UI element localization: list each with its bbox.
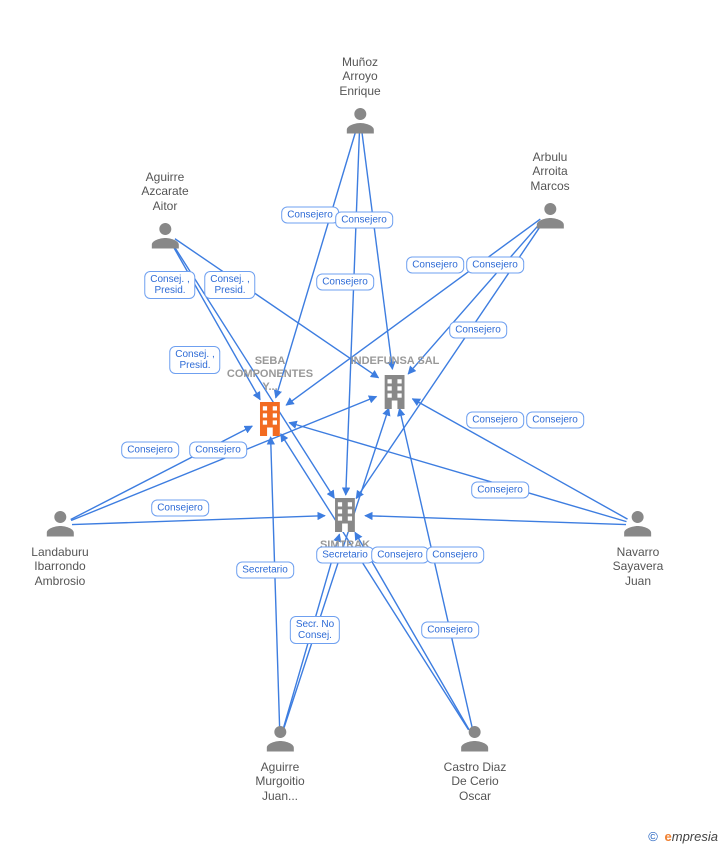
node-seba[interactable]: SEBACOMPONENTESY... xyxy=(227,355,313,439)
edge-label: Consejero xyxy=(471,482,529,499)
node-aguirreM[interactable]: AguirreMurgoitioJuan... xyxy=(255,720,304,803)
edge-label: Consejero xyxy=(316,274,374,291)
edge-label: Secretario xyxy=(236,562,294,579)
building-icon xyxy=(378,372,412,412)
node-indefunsa[interactable]: INDEFUNSA SAL xyxy=(351,355,440,412)
person-icon xyxy=(457,720,493,756)
node-navarro[interactable]: NavarroSayaveraJuan xyxy=(613,505,664,588)
node-label: MuñozArroyoEnrique xyxy=(339,55,380,98)
node-simtrak[interactable]: SIMTRAK xyxy=(320,495,370,552)
person-icon xyxy=(620,505,656,541)
edge-label: Consej. ,Presid. xyxy=(144,271,195,299)
edge-label: Consejero xyxy=(189,442,247,459)
node-castro[interactable]: Castro DiazDe CerioOscar xyxy=(444,720,507,803)
edge-label: Secr. NoConsej. xyxy=(290,616,340,644)
edge-label: Consejero xyxy=(281,207,339,224)
node-label: AguirreMurgoitioJuan... xyxy=(255,760,304,803)
edge xyxy=(271,437,280,728)
edge-label: Consejero xyxy=(466,412,524,429)
footer-credit: © empresia xyxy=(648,829,718,844)
edge xyxy=(399,408,472,728)
edge-label: Secretario xyxy=(316,547,374,564)
edge-label: Consejero xyxy=(151,500,209,517)
person-icon xyxy=(147,217,183,253)
node-label: AguirreAzcarateAitor xyxy=(141,170,188,213)
edge xyxy=(72,516,325,525)
node-label: ArbuluArroitaMarcos xyxy=(530,150,569,193)
edge xyxy=(284,408,389,729)
edge-label: Consejero xyxy=(371,547,429,564)
edge xyxy=(346,129,360,495)
edge-label: Consejero xyxy=(449,322,507,339)
node-label: INDEFUNSA SAL xyxy=(351,355,440,368)
person-icon xyxy=(42,505,78,541)
edge-label: Consej. ,Presid. xyxy=(204,271,255,299)
node-landaburu[interactable]: LandaburuIbarrondoAmbrosio xyxy=(31,505,88,588)
person-icon xyxy=(262,720,298,756)
node-label: Castro DiazDe CerioOscar xyxy=(444,760,507,803)
edge-label: Consejero xyxy=(426,547,484,564)
person-icon xyxy=(532,197,568,233)
copyright-symbol: © xyxy=(648,829,658,844)
node-label: NavarroSayaveraJuan xyxy=(613,545,664,588)
edge-label: Consejero xyxy=(121,442,179,459)
edge-label: Consejero xyxy=(421,622,479,639)
edge xyxy=(281,434,469,730)
edge xyxy=(408,221,542,374)
brand-name: empresia xyxy=(665,829,718,844)
building-icon xyxy=(328,495,362,535)
edge-label: Consejero xyxy=(466,257,524,274)
node-aguirreA[interactable]: AguirreAzcarateAitor xyxy=(141,170,188,253)
edge-label: Consejero xyxy=(526,412,584,429)
node-arbulu[interactable]: ArbuluArroitaMarcos xyxy=(530,150,569,233)
edge-label: Consejero xyxy=(335,212,393,229)
edge-label: Consejero xyxy=(406,257,464,274)
node-munoz[interactable]: MuñozArroyoEnrique xyxy=(339,55,380,138)
node-label: LandaburuIbarrondoAmbrosio xyxy=(31,545,88,588)
person-icon xyxy=(342,102,378,138)
edge-label: Consej. ,Presid. xyxy=(169,346,220,374)
building-icon xyxy=(253,399,287,439)
node-label: SEBACOMPONENTESY... xyxy=(227,355,313,395)
edge xyxy=(362,129,393,369)
edge xyxy=(365,516,626,525)
